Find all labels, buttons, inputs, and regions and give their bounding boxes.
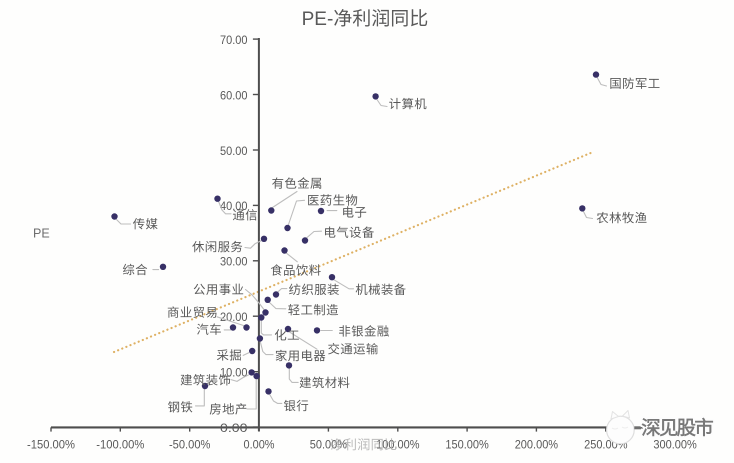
svg-text:0.00: 0.00 — [220, 421, 248, 435]
svg-text:40.00: 40.00 — [220, 199, 248, 213]
svg-text:PE-: PE- — [302, 9, 334, 30]
svg-text:200.00%: 200.00% — [515, 438, 559, 452]
svg-text:-100.00%: -100.00% — [96, 438, 144, 452]
svg-text:-150.00%: -150.00% — [27, 438, 75, 452]
svg-text:100.00%: 100.00% — [376, 438, 420, 452]
svg-text:150.00%: 150.00% — [445, 438, 489, 452]
svg-text:300.00%: 300.00% — [653, 438, 697, 452]
svg-text:60.00: 60.00 — [220, 88, 248, 102]
svg-text:50.00: 50.00 — [220, 144, 248, 158]
svg-text:PE: PE — [33, 227, 50, 241]
svg-text:30.00: 30.00 — [220, 255, 248, 269]
svg-text:0.00%: 0.00% — [244, 438, 275, 452]
svg-text:-50.00%: -50.00% — [169, 438, 211, 452]
svg-text:70.00: 70.00 — [220, 33, 248, 47]
